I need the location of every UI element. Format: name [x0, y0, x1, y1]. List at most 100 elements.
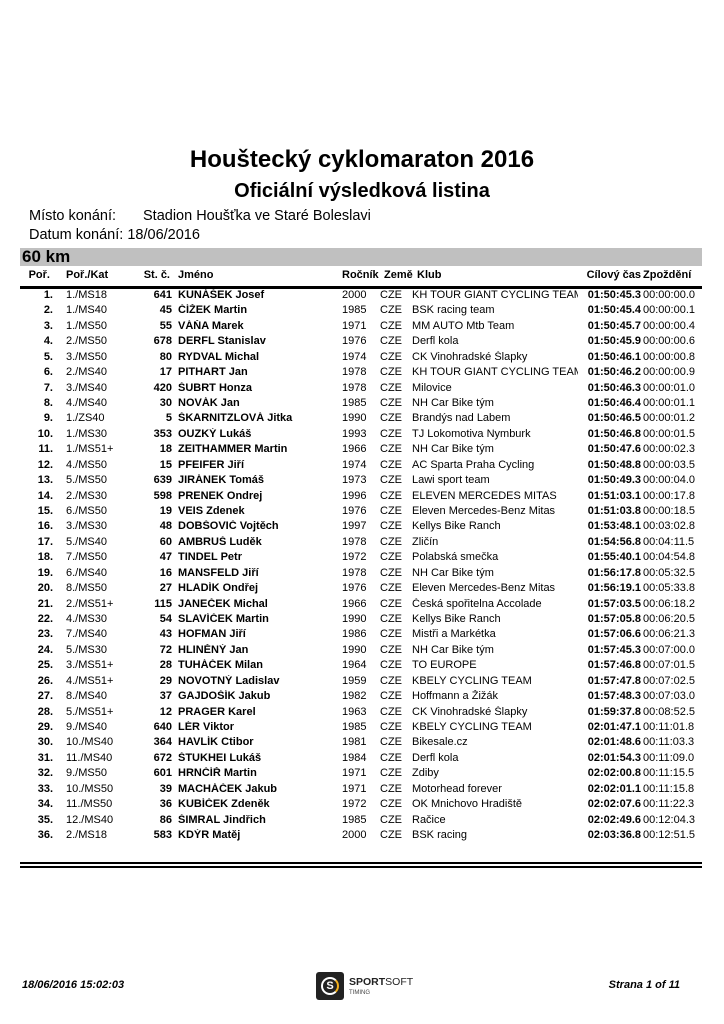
- finish-time: 01:50:46.5: [587, 412, 641, 425]
- position: 1.: [43, 289, 53, 301]
- bib-number: 672: [153, 751, 172, 764]
- bib-number: 12: [159, 705, 172, 718]
- birth-year: 1985: [342, 721, 367, 734]
- club: AC Sparta Praha Cycling: [412, 458, 535, 471]
- club: Kellys Bike Ranch: [412, 613, 501, 626]
- birth-year: 1985: [342, 813, 367, 826]
- bib-number: 640: [153, 721, 172, 734]
- table-end-line: [20, 866, 702, 868]
- col-kat: Poř./Kat: [66, 269, 109, 281]
- time-gap: 00:04:11.5: [643, 535, 695, 548]
- category-bar: 60 km: [20, 247, 702, 266]
- bib-number: 420: [153, 381, 172, 394]
- birth-year: 1966: [342, 443, 367, 456]
- finish-time: 01:50:47.6: [587, 443, 641, 456]
- finish-time: 01:59:37.8: [587, 705, 641, 718]
- rider-name: SLAVÍČEK Martin: [178, 613, 269, 626]
- bib-number: 55: [159, 319, 172, 332]
- rider-name: PRAGER Karel: [178, 705, 256, 718]
- club: KH TOUR GIANT CYCLING TEAM: [412, 289, 578, 301]
- club: Eleven Mercedes-Benz Mitas: [412, 582, 556, 595]
- finish-time: 01:50:45.3: [587, 289, 641, 301]
- position: 34.: [37, 798, 53, 811]
- finish-time: 02:02:01.1: [587, 782, 641, 795]
- club: MM AUTO Mtb Team: [412, 319, 515, 332]
- position: 30.: [37, 736, 53, 749]
- time-gap: 00:00:01.0: [643, 381, 695, 394]
- category-rank: 4./MS40: [66, 397, 107, 409]
- time-gap: 00:00:03.5: [643, 458, 695, 471]
- finish-time: 02:02:07.6: [587, 798, 641, 811]
- club: CK Vinohradské Šlapky: [412, 350, 528, 363]
- table-row: 15. 6./MS50 19 VEIS Zdenek 1976 CZE Eleven Mer…: [0, 505, 724, 520]
- page-number: Strana 1 of 11: [608, 979, 680, 991]
- time-gap: 00:11:01.8: [643, 721, 695, 734]
- finish-time: 01:57:46.8: [587, 659, 641, 672]
- finish-time: 02:02:00.8: [587, 767, 641, 780]
- position: 29.: [37, 721, 53, 734]
- category-rank: 2./MS18: [66, 829, 107, 842]
- time-gap: 00:06:18.2: [643, 597, 695, 610]
- birth-year: 1982: [342, 690, 367, 703]
- nation: CZE: [380, 829, 402, 842]
- time-gap: 00:07:00.0: [643, 643, 695, 656]
- bib-number: 598: [153, 489, 172, 502]
- date-value: 18/06/2016: [127, 227, 200, 243]
- rider-name: ČÍŽEK Martin: [178, 304, 248, 317]
- position: 24.: [37, 643, 53, 656]
- table-row: 34. 11./MS50 36 KUBÍČEK Zdeněk 1972 CZE OK Mni…: [0, 798, 724, 813]
- rider-name: LÉR Viktor: [178, 721, 235, 734]
- birth-year: 1971: [342, 319, 367, 332]
- page-title: Houštecký cyklomaraton 2016: [189, 146, 535, 173]
- birth-year: 1976: [342, 582, 367, 595]
- finish-time: 01:50:46.8: [587, 427, 641, 440]
- col-time: Cílový čas: [586, 269, 641, 281]
- rider-name: JANEČEK Michal: [178, 597, 268, 610]
- time-gap: 00:12:51.5: [643, 829, 695, 842]
- nation: CZE: [380, 535, 402, 548]
- club: NH Car Bike tým: [412, 566, 494, 579]
- birth-year: 1959: [342, 674, 367, 687]
- position: 12.: [37, 458, 53, 471]
- birth-year: 1978: [342, 535, 367, 548]
- category-rank: 2./MS30: [66, 489, 107, 502]
- club: Bikesale.cz: [412, 736, 468, 749]
- table-row: 3. 1./MS50 55 VÁŇA Marek 1971 CZE MM AUTO Mtb …: [0, 320, 724, 335]
- finish-time: 01:50:46.3: [587, 381, 641, 394]
- finish-time: 01:51:03.1: [587, 489, 641, 502]
- category-rank: 4./MS50: [66, 458, 107, 471]
- bib-number: 353: [153, 427, 172, 440]
- bib-number: 28: [159, 659, 172, 672]
- rider-name: GAJDOŠÍK Jakub: [178, 690, 271, 703]
- nation: CZE: [380, 613, 402, 626]
- birth-year: 2000: [342, 829, 367, 842]
- birth-year: 1990: [342, 643, 367, 656]
- table-row: 33. 10./MS50 39 MACHÁČEK Jakub 1971 CZE Motorh…: [0, 783, 724, 798]
- club: KBELY CYCLING TEAM: [412, 674, 532, 687]
- finish-time: 01:50:49.3: [587, 474, 641, 487]
- bib-number: 19: [159, 505, 172, 518]
- nation: CZE: [380, 443, 402, 456]
- finish-time: 01:50:45.7: [587, 319, 641, 332]
- rider-name: HAVLÍK Ctibor: [178, 736, 254, 749]
- club: NH Car Bike tým: [412, 443, 494, 456]
- position: 35.: [37, 813, 53, 826]
- print-timestamp: 18/06/2016 15:02:03: [22, 979, 125, 991]
- bib-number: 27: [159, 582, 172, 595]
- position: 10.: [37, 427, 53, 440]
- position: 8.: [43, 397, 53, 409]
- table-row: 2. 1./MS40 45 ČÍŽEK Martin 1985 CZE BSK racing…: [0, 304, 724, 319]
- nation: CZE: [380, 721, 402, 734]
- category-rank: 6./MS40: [66, 566, 107, 579]
- table-row: 12. 4./MS50 15 PFEIFER Jiří 1974 CZE AC Sparta…: [0, 459, 724, 474]
- position: 33.: [37, 782, 53, 795]
- position: 21.: [37, 597, 53, 610]
- birth-year: 1971: [342, 767, 367, 780]
- nation: CZE: [380, 674, 402, 687]
- category-rank: 7./MS50: [66, 551, 107, 564]
- bib-number: 39: [159, 782, 172, 795]
- bib-number: 639: [153, 474, 172, 487]
- time-gap: 00:11:09.0: [643, 751, 695, 764]
- club: TO EUROPE: [412, 659, 477, 672]
- rider-name: TUHÁČEK Milan: [178, 659, 263, 672]
